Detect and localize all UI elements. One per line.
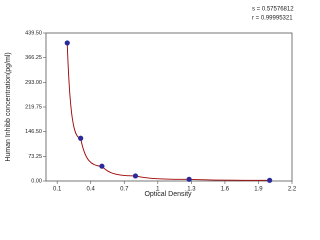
annotation: s = 0.57576812 (252, 7, 294, 13)
data-point (64, 40, 70, 46)
x-tick-label: 0.7 (120, 187, 129, 193)
data-point (132, 173, 139, 179)
y-tick-label: 73.25 (28, 154, 42, 160)
chart: Optical Density Human Inhibb concentrati… (5, 7, 297, 198)
fit-curve (66, 42, 270, 181)
y-tick-label: 293.00 (25, 80, 42, 86)
y-tick-label: 146.50 (25, 129, 42, 135)
x-tick-label: 0.1 (53, 187, 62, 193)
y-tick-label: 439.50 (25, 30, 42, 36)
x-tick-label: 1.3 (187, 187, 196, 193)
x-tick-label: 1 (156, 187, 160, 193)
x-axis-label: Optical Density (144, 191, 192, 198)
y-axis-label: Human Inhibb concentration(pg/ml) (5, 52, 12, 161)
plot-area (45, 32, 293, 182)
annotation: r = 0.99995321 (252, 16, 293, 22)
y-tick-label: 0.00 (31, 178, 42, 184)
data-point (99, 163, 105, 169)
x-tick-label: 1.6 (221, 187, 230, 193)
y-tick-label: 219.75 (25, 104, 42, 110)
x-tick-label: 1.9 (254, 187, 263, 193)
y-tick-label: 366.25 (25, 55, 42, 61)
x-tick-label: 2.2 (288, 187, 297, 193)
data-point (267, 177, 273, 183)
data-point (186, 176, 192, 182)
x-tick-label: 0.4 (87, 187, 96, 193)
data-point (78, 135, 84, 141)
